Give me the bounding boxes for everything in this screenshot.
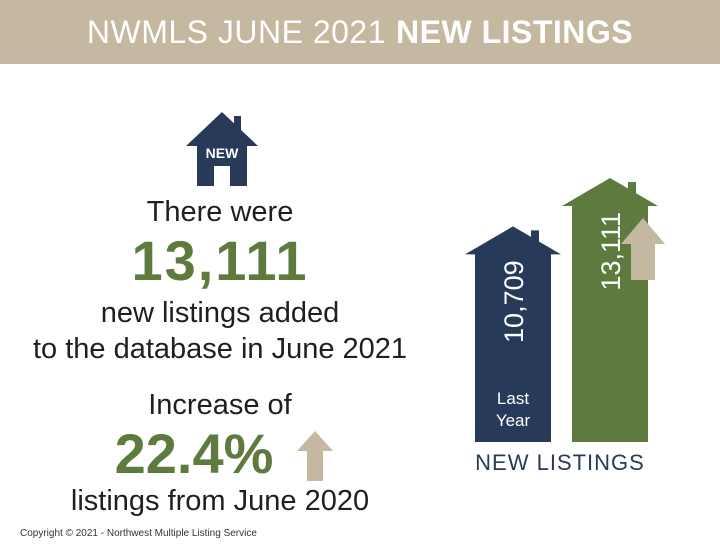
header-banner: NWMLS JUNE 2021 NEW LISTINGS bbox=[0, 0, 720, 64]
page-title: NWMLS JUNE 2021 NEW LISTINGS bbox=[87, 14, 633, 51]
title-light: NWMLS JUNE 2021 bbox=[86, 13, 387, 50]
intro-text: There were bbox=[146, 196, 294, 228]
listings-chart: 10,709 Last Year 13,111 bbox=[465, 178, 665, 442]
bar-chimney bbox=[628, 182, 636, 196]
house-badge-text: NEW bbox=[206, 145, 239, 161]
chart-up-arrow-icon bbox=[621, 218, 665, 280]
bar-category-label: Year bbox=[496, 411, 531, 430]
house-chimney bbox=[234, 116, 241, 130]
up-arrow-icon bbox=[297, 431, 333, 481]
increase-percent: 22.4% bbox=[114, 422, 274, 485]
bar-0 bbox=[465, 226, 561, 442]
house-icon: NEW bbox=[186, 112, 258, 186]
house-shape bbox=[186, 112, 258, 186]
bar-value-label: 13,111 bbox=[596, 212, 626, 291]
total-listings: 13,111 bbox=[131, 229, 309, 292]
copyright-text: Copyright © 2021 - Northwest Multiple Li… bbox=[20, 528, 257, 539]
comparison-text: listings from June 2020 bbox=[70, 485, 370, 517]
bar-chimney bbox=[531, 230, 539, 245]
bar-category-label: Last bbox=[497, 389, 529, 408]
increase-label: Increase of bbox=[148, 389, 292, 421]
chart-title: NEW LISTINGS bbox=[475, 450, 645, 475]
added-text: new listings added bbox=[100, 297, 340, 329]
bar-value-label: 10,709 bbox=[499, 260, 529, 343]
database-text: to the database in June 2021 bbox=[32, 333, 408, 365]
title-bold: NEW LISTINGS bbox=[396, 13, 634, 50]
